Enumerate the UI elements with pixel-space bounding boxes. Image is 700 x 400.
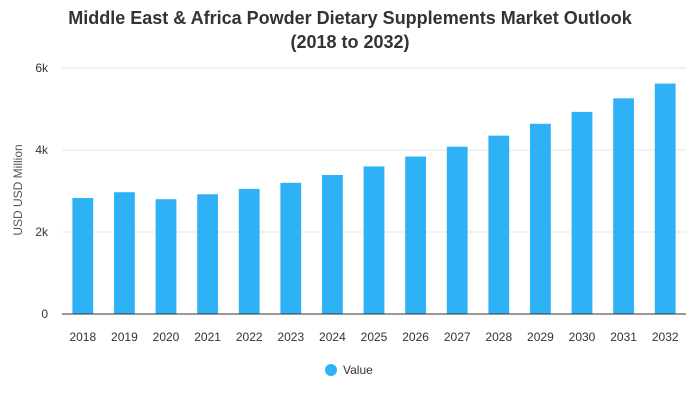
x-tick-label: 2031 xyxy=(610,330,637,344)
bar-2027[interactable] xyxy=(446,146,468,314)
chart-title: Middle East & Africa Powder Dietary Supp… xyxy=(0,6,700,54)
bar-2026[interactable] xyxy=(405,156,426,314)
bar-2030[interactable] xyxy=(571,111,593,315)
x-tick-label: 2022 xyxy=(236,330,263,344)
chart-title-line-1: Middle East & Africa Powder Dietary Supp… xyxy=(68,8,632,28)
bar-2023[interactable] xyxy=(280,182,302,314)
x-axis-ticks: 2018 2019 2020 2021 2022 2023 2024 2025 2026 2027… xyxy=(69,330,678,344)
y-tick-label: 2k xyxy=(35,225,49,239)
bar-2019[interactable] xyxy=(114,192,135,314)
bar-2032[interactable] xyxy=(654,83,676,314)
x-tick-label: 2019 xyxy=(111,330,138,344)
bar-2024[interactable] xyxy=(322,175,343,314)
x-tick-label: 2023 xyxy=(277,330,304,344)
chart-title-line-2: (2018 to 2032) xyxy=(290,32,410,52)
x-tick-label: 2018 xyxy=(69,330,96,344)
x-tick-label: 2021 xyxy=(194,330,221,344)
x-tick-label: 2020 xyxy=(153,330,180,344)
x-tick-label: 2027 xyxy=(444,330,471,344)
bars xyxy=(62,83,686,315)
x-tick-label: 2029 xyxy=(527,330,554,344)
bar-2021[interactable] xyxy=(197,194,218,314)
legend[interactable]: Value xyxy=(325,363,373,377)
bar-2018[interactable] xyxy=(72,197,94,314)
y-tick-label: 4k xyxy=(35,143,49,157)
x-tick-label: 2025 xyxy=(361,330,388,344)
y-tick-label: 6k xyxy=(35,61,49,75)
x-tick-label: 2026 xyxy=(402,330,429,344)
bar-2020[interactable] xyxy=(155,199,177,314)
bar-2029[interactable] xyxy=(530,123,551,314)
x-tick-label: 2024 xyxy=(319,330,346,344)
y-axis-ticks: 0 2k 4k 6k xyxy=(35,61,49,321)
bar-2022[interactable] xyxy=(238,188,260,314)
legend-marker-value xyxy=(325,364,337,376)
x-tick-label: 2032 xyxy=(652,330,679,344)
bar-2028[interactable] xyxy=(488,135,510,314)
y-axis-title: USD USD Million xyxy=(11,144,25,235)
bar-2031[interactable] xyxy=(613,98,634,314)
legend-label-value: Value xyxy=(343,363,373,377)
x-tick-label: 2028 xyxy=(485,330,512,344)
bar-2025[interactable] xyxy=(363,166,385,314)
x-tick-label: 2030 xyxy=(569,330,596,344)
y-tick-label: 0 xyxy=(41,307,48,321)
